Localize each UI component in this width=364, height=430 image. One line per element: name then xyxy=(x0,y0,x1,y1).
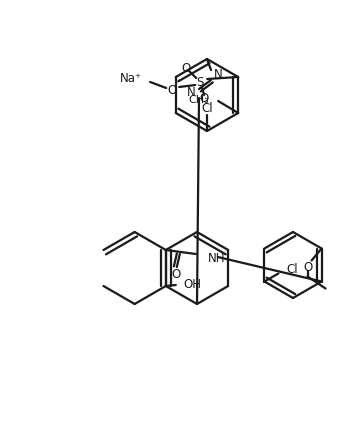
Text: S: S xyxy=(197,76,204,89)
Text: CH₃: CH₃ xyxy=(189,95,209,105)
Text: O: O xyxy=(167,83,177,96)
Text: Na⁺: Na⁺ xyxy=(120,71,142,85)
Text: O: O xyxy=(182,61,191,74)
Text: Cl: Cl xyxy=(286,263,298,276)
Text: ⁻: ⁻ xyxy=(177,77,183,87)
Text: N: N xyxy=(214,68,222,82)
Text: NH: NH xyxy=(208,252,225,264)
Text: O: O xyxy=(171,267,181,280)
Text: O: O xyxy=(303,261,312,274)
Text: Cl: Cl xyxy=(201,102,213,116)
Text: O: O xyxy=(199,92,209,104)
Text: OH: OH xyxy=(184,277,202,291)
Text: N: N xyxy=(187,86,195,99)
